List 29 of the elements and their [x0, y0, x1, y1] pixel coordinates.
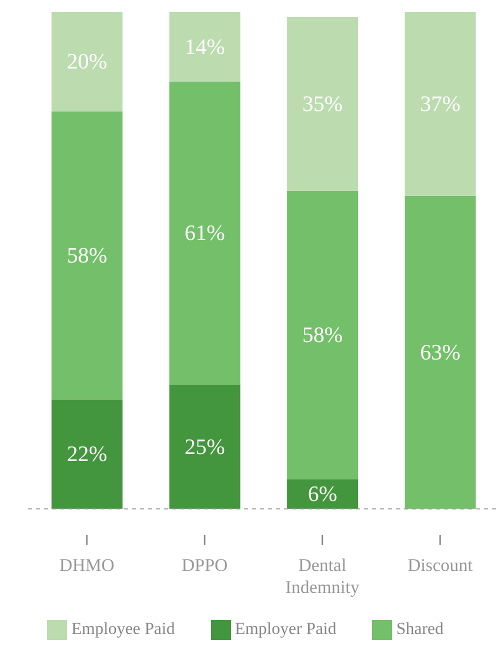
bar — [287, 190, 358, 480]
legend-label: Shared — [396, 618, 444, 638]
data-label: 61% — [184, 220, 225, 246]
bar — [169, 82, 240, 385]
data-label: 58% — [66, 242, 108, 268]
bar — [52, 400, 123, 509]
legend-label: Employee Paid — [71, 618, 175, 638]
x-tick-label: Dental Indemnity — [285, 554, 360, 597]
data-label: 14% — [184, 34, 225, 59]
x-tick-label: DHMO — [59, 554, 114, 575]
bar — [404, 196, 476, 509]
data-label: 6% — [308, 481, 338, 506]
bar — [169, 12, 240, 82]
bar — [404, 12, 476, 196]
data-label: 25% — [184, 434, 225, 459]
bar — [287, 16, 358, 191]
x-tick-label: Discount — [408, 554, 473, 575]
data-label: 63% — [420, 339, 460, 364]
data-label: 35% — [302, 90, 343, 116]
legend-label: Employer Paid — [234, 618, 336, 638]
bar — [52, 111, 123, 400]
bar — [287, 479, 358, 509]
data-label: 58% — [302, 322, 343, 347]
data-label: 37% — [420, 90, 460, 116]
data-label: 20% — [66, 48, 108, 74]
bar — [52, 12, 123, 112]
data-label: 22% — [66, 441, 108, 466]
x-tick-label: DPPO — [182, 554, 228, 575]
bar — [169, 384, 240, 509]
